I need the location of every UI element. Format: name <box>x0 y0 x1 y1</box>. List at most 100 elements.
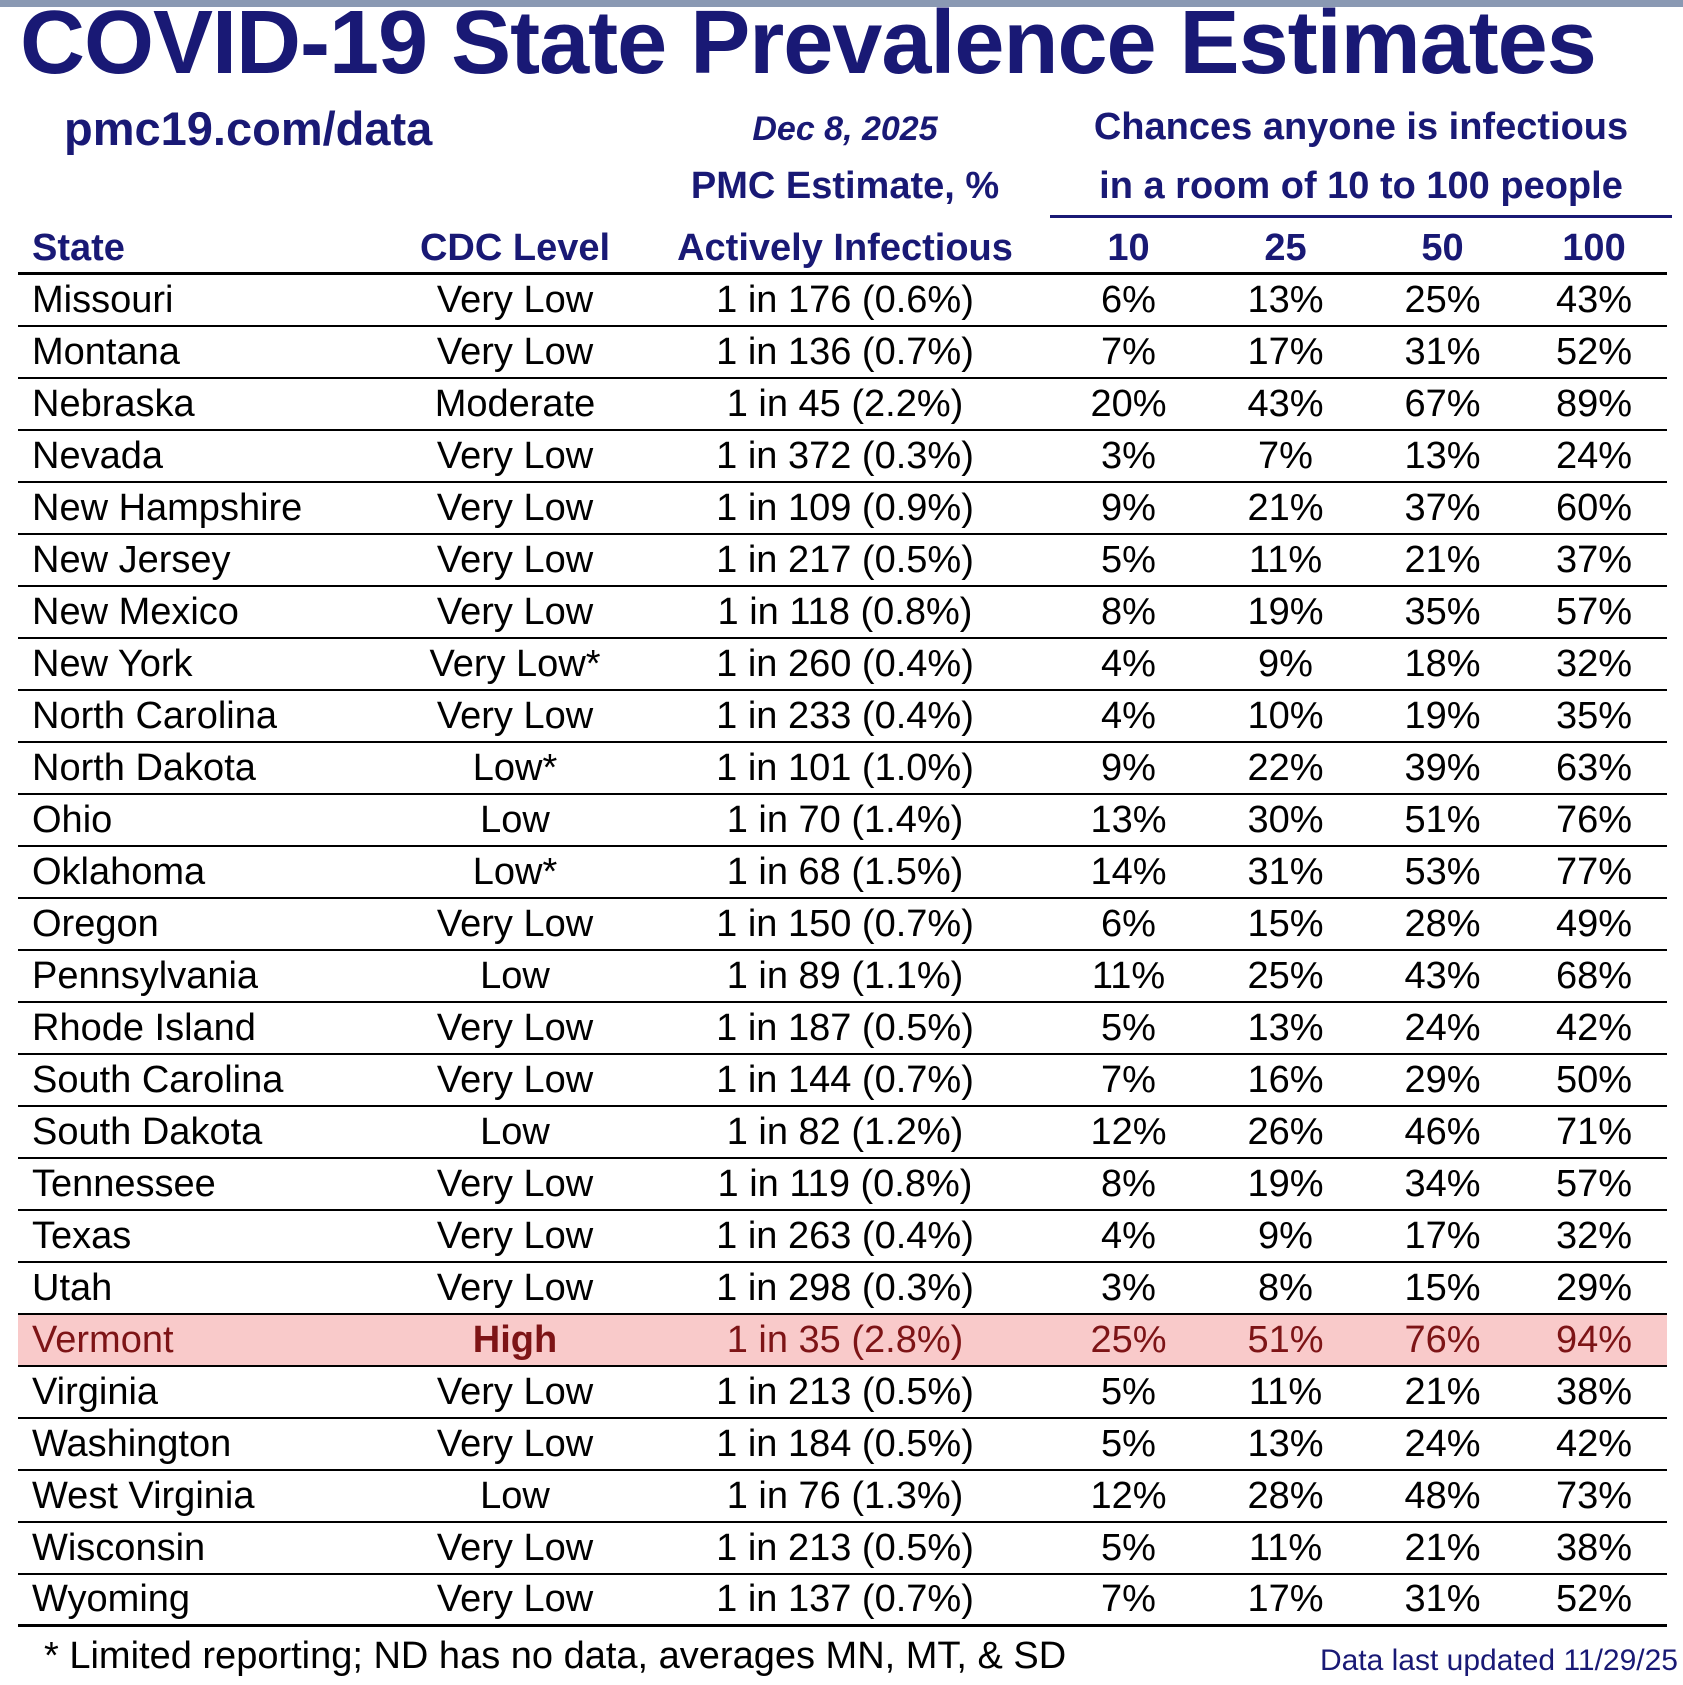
chance-25-cell: 8% <box>1258 1266 1313 1309</box>
cdc-level-cell: Very Low <box>436 538 594 581</box>
chance-10-cell: 7% <box>1101 1058 1156 1101</box>
pmc-estimate-cell: 1 in 70 (1.4%) <box>726 798 964 841</box>
chance-10-cell: 8% <box>1101 590 1156 633</box>
chance-10-cell: 5% <box>1101 538 1156 581</box>
chance-25-cell: 11% <box>1248 538 1323 581</box>
top-border-bar <box>0 0 1683 7</box>
table-row: Wisconsin Very Low 1 in 213 (0.5%) 5% 11% 21%… <box>18 1523 1667 1575</box>
chance-50-cell: 67% <box>1404 382 1481 425</box>
pmc-estimate-cell: 1 in 184 (0.5%) <box>716 1422 974 1465</box>
chance-100-cell: 89% <box>1555 382 1633 425</box>
chance-10-cell: 3% <box>1101 434 1156 477</box>
last-updated-note: Data last updated 11/29/25 <box>1319 1644 1678 1677</box>
table-row: North Dakota Low* 1 in 101 (1.0%) 9% 22% 39% 6… <box>18 743 1667 795</box>
table-row: Oregon Very Low 1 in 150 (0.7%) 6% 15% 28% 49% <box>18 899 1667 951</box>
pmc-estimate-cell: 1 in 76 (1.3%) <box>726 1474 964 1517</box>
chance-10-cell: 5% <box>1101 1526 1156 1569</box>
cdc-level-cell: Very Low <box>436 1422 594 1465</box>
chance-100-cell: 37% <box>1555 538 1633 581</box>
table-row: Oklahoma Low* 1 in 68 (1.5%) 14% 31% 53% 77% <box>18 847 1667 899</box>
table-row: Wyoming Very Low 1 in 137 (0.7%) 7% 17% 31% 52… <box>18 1575 1667 1627</box>
chance-50-cell: 15% <box>1404 1266 1481 1309</box>
room-header-line2: in a room of 10 to 100 people <box>1050 165 1672 218</box>
cdc-level-cell: Low <box>480 954 550 997</box>
chance-100-cell: 42% <box>1555 1422 1633 1465</box>
chance-25-cell: 25% <box>1247 954 1324 997</box>
chance-100-cell: 50% <box>1555 1058 1633 1101</box>
chance-25-cell: 26% <box>1247 1110 1324 1153</box>
chance-50-cell: 18% <box>1404 642 1481 685</box>
chance-100-cell: 52% <box>1555 1578 1633 1620</box>
table-row: Texas Very Low 1 in 263 (0.4%) 4% 9% 17% 32% <box>18 1211 1667 1263</box>
pmc-estimate-cell: 1 in 35 (2.8%) <box>726 1318 964 1361</box>
chance-50-cell: 21% <box>1404 538 1481 581</box>
state-name-cell: Washington <box>32 1422 232 1465</box>
cdc-level-cell: Low* <box>472 850 558 893</box>
pmc-estimate-cell: 1 in 68 (1.5%) <box>726 850 964 893</box>
chance-100-cell: 57% <box>1555 1162 1633 1205</box>
table-row: Washington Very Low 1 in 184 (0.5%) 5% 13% 24… <box>18 1419 1667 1471</box>
table-row: Rhode Island Very Low 1 in 187 (0.5%) 5% 13%… <box>18 1003 1667 1055</box>
state-name-cell: Ohio <box>32 798 113 841</box>
cdc-level-cell: Moderate <box>434 382 596 425</box>
chance-25-cell: 9% <box>1258 1214 1313 1257</box>
chance-10-cell: 11% <box>1091 954 1166 997</box>
cdc-level-cell: Low <box>480 1110 550 1153</box>
table-row: New Jersey Very Low 1 in 217 (0.5%) 5% 11% 21… <box>18 535 1667 587</box>
chance-100-cell: 38% <box>1555 1526 1633 1569</box>
pmc-estimate-cell: 1 in 109 (0.9%) <box>716 486 974 529</box>
table-row: West Virginia Low 1 in 76 (1.3%) 12% 28% 48% 7… <box>18 1471 1667 1523</box>
chance-50-cell: 19% <box>1404 694 1481 737</box>
chance-25-cell: 11% <box>1248 1526 1323 1569</box>
chance-50-cell: 21% <box>1404 1526 1481 1569</box>
chance-10-cell: 3% <box>1101 1266 1156 1309</box>
cdc-level-cell: Very Low <box>436 1006 594 1049</box>
state-name-cell: Texas <box>32 1214 132 1257</box>
cdc-level-cell: Very Low <box>436 590 594 633</box>
chance-10-cell: 9% <box>1101 486 1156 529</box>
report-date: Dec 8, 2025 <box>752 110 938 148</box>
chance-50-cell: 25% <box>1404 278 1481 321</box>
chance-10-cell: 13% <box>1090 798 1167 841</box>
chance-100-cell: 60% <box>1555 486 1633 529</box>
chance-10-cell: 20% <box>1090 382 1167 425</box>
chance-25-cell: 22% <box>1247 746 1324 789</box>
col-room-10-header: 10 <box>1107 227 1150 269</box>
state-name-cell: Vermont <box>32 1318 174 1361</box>
chance-10-cell: 4% <box>1101 642 1156 685</box>
chance-25-cell: 17% <box>1247 1578 1324 1620</box>
col-cdc-level-header: CDC Level <box>419 227 611 269</box>
chance-100-cell: 35% <box>1555 694 1633 737</box>
cdc-level-cell: Low <box>480 798 550 841</box>
state-name-cell: New York <box>32 642 193 685</box>
table-row: Pennsylvania Low 1 in 89 (1.1%) 11% 25% 43% 68… <box>18 951 1667 1003</box>
chance-50-cell: 31% <box>1404 1578 1481 1620</box>
table-row: Nebraska Moderate 1 in 45 (2.2%) 20% 43% 67% 8… <box>18 379 1667 431</box>
state-name-cell: North Dakota <box>32 746 256 789</box>
cdc-level-cell: Very Low <box>436 694 594 737</box>
state-name-cell: Pennsylvania <box>32 954 259 997</box>
col-room-100-header: 100 <box>1562 227 1626 269</box>
chance-50-cell: 76% <box>1404 1318 1481 1361</box>
pmc-estimate-cell: 1 in 260 (0.4%) <box>716 642 974 685</box>
source-link[interactable]: pmc19.com/data <box>64 102 433 155</box>
cdc-level-cell: Very Low <box>436 1578 594 1620</box>
pmc-estimate-cell: 1 in 372 (0.3%) <box>716 434 974 477</box>
pmc-estimate-cell: 1 in 176 (0.6%) <box>716 278 974 321</box>
chance-10-cell: 5% <box>1101 1370 1156 1413</box>
state-name-cell: Utah <box>32 1266 113 1309</box>
room-header-line1: Chances anyone is infectious <box>1093 106 1629 148</box>
cdc-level-cell: High <box>472 1318 558 1361</box>
chance-50-cell: 46% <box>1404 1110 1481 1153</box>
state-name-cell: Oklahoma <box>32 850 206 893</box>
pmc-estimate-cell: 1 in 89 (1.1%) <box>726 954 964 997</box>
chance-25-cell: 13% <box>1247 1006 1324 1049</box>
pmc-estimate-cell: 1 in 150 (0.7%) <box>716 902 974 945</box>
chance-50-cell: 48% <box>1404 1474 1481 1517</box>
chance-10-cell: 14% <box>1090 850 1167 893</box>
chance-10-cell: 6% <box>1101 902 1156 945</box>
chance-25-cell: 21% <box>1247 486 1324 529</box>
chance-10-cell: 4% <box>1101 1214 1156 1257</box>
chance-100-cell: 42% <box>1555 1006 1633 1049</box>
table-row: New Mexico Very Low 1 in 118 (0.8%) 8% 19% 35… <box>18 587 1667 639</box>
